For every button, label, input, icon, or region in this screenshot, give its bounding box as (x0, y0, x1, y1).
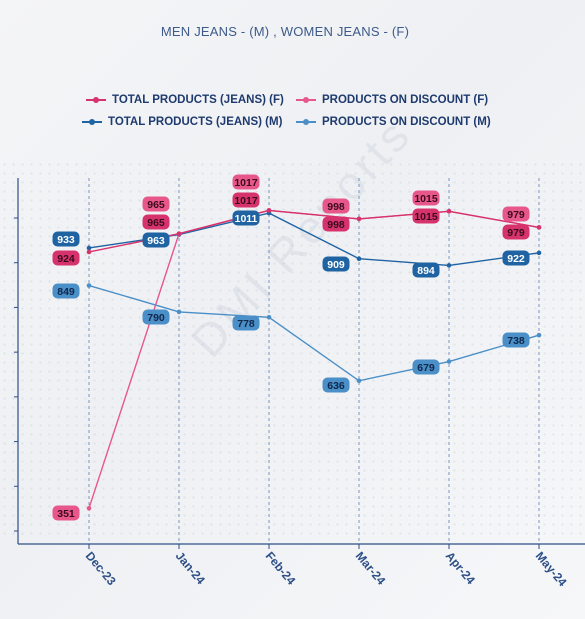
data-label-badge (412, 190, 440, 206)
data-point (446, 359, 452, 364)
data-label-badge (52, 250, 80, 266)
x-tick-label: Jan-24 (173, 549, 208, 587)
data-label: 894 (417, 265, 435, 277)
legend-item-total-m: TOTAL PRODUCTS (JEANS) (M) (82, 116, 282, 128)
data-label: 979 (507, 209, 525, 221)
data-point (446, 208, 452, 214)
data-label: 998 (327, 201, 345, 213)
data-label-badge (232, 174, 260, 190)
data-label-badge (142, 196, 170, 212)
chart-title: MEN JEANS - (M) , WOMEN JEANS - (F) (160, 24, 410, 39)
data-point (266, 208, 272, 213)
data-label-badge (502, 206, 530, 222)
data-label-badge (502, 224, 530, 240)
legend-item-discount-m: PRODUCTS ON DISCOUNT (M) (296, 116, 491, 128)
data-label: 738 (507, 335, 525, 347)
data-point (356, 256, 362, 261)
data-label: 924 (57, 253, 75, 265)
data-label-badge (52, 231, 80, 247)
data-label-badge (232, 315, 260, 331)
data-point (176, 231, 182, 236)
data-label: 922 (507, 253, 525, 265)
data-point (86, 245, 92, 251)
data-label: 1015 (414, 211, 438, 223)
data-label: 909 (327, 259, 345, 271)
data-label: 1011 (235, 213, 258, 225)
data-point (356, 216, 362, 222)
data-label-badge (232, 210, 260, 226)
data-label-badge (142, 214, 170, 230)
data-point (446, 263, 452, 268)
data-label-badge (52, 283, 80, 299)
legend-item-total-f: TOTAL PRODUCTS (JEANS) (F) (86, 94, 284, 106)
data-point (86, 283, 92, 288)
data-point (86, 249, 92, 255)
data-point (356, 378, 362, 384)
data-label: 790 (147, 312, 165, 324)
data-point (176, 309, 182, 315)
x-tick-label: Apr-24 (443, 549, 478, 587)
x-tick-label: Mar-24 (353, 549, 389, 588)
data-label: 778 (237, 318, 255, 330)
data-label: 1017 (234, 177, 258, 189)
x-tick-label: Dec-23 (83, 549, 119, 588)
legend-item-discount-f: PRODUCTS ON DISCOUNT (F) (296, 94, 488, 106)
data-label: 933 (57, 234, 75, 246)
data-label: 849 (57, 286, 75, 298)
data-label-badge (142, 232, 170, 248)
legend-label: PRODUCTS ON DISCOUNT (F) (322, 94, 489, 106)
data-label: 636 (327, 380, 345, 392)
data-label-badge (412, 359, 440, 375)
legend-swatch (296, 97, 316, 103)
data-label: 965 (147, 199, 165, 211)
data-point (86, 505, 92, 511)
series-line (88, 284, 540, 382)
data-point (536, 250, 542, 256)
data-label: 1017 (234, 195, 258, 207)
legend-label: TOTAL PRODUCTS (JEANS) (M) (108, 116, 283, 128)
data-label: 1015 (414, 193, 438, 205)
legend-label: TOTAL PRODUCTS (JEANS) (F) (112, 94, 284, 106)
legend-label: PRODUCTS ON DISCOUNT (M) (322, 116, 491, 128)
legend-swatch (296, 119, 316, 125)
data-label: 963 (147, 235, 165, 247)
data-label-badge (232, 192, 260, 208)
data-label: 351 (57, 508, 75, 520)
data-label-badge (412, 262, 440, 278)
data-label-badge (142, 309, 170, 325)
data-label-badge (412, 208, 440, 224)
data-label-badge (322, 216, 350, 232)
data-label-badge (502, 250, 530, 266)
data-point (266, 314, 272, 320)
data-label: 998 (327, 219, 345, 231)
data-label-badge (322, 256, 350, 272)
data-label: 679 (417, 362, 435, 374)
data-label-badge (322, 377, 350, 393)
series-line (88, 209, 540, 509)
legend-swatch (82, 119, 102, 125)
data-label: 979 (507, 227, 525, 239)
x-tick-label: May-24 (533, 549, 570, 589)
data-label-badge (52, 505, 80, 521)
data-label: 965 (147, 217, 165, 229)
data-point (536, 225, 542, 230)
data-label-badge (322, 198, 350, 214)
data-label-badge (502, 332, 530, 348)
legend-swatch (86, 97, 106, 103)
x-tick-label: Feb-24 (263, 549, 299, 588)
data-point (536, 332, 542, 338)
